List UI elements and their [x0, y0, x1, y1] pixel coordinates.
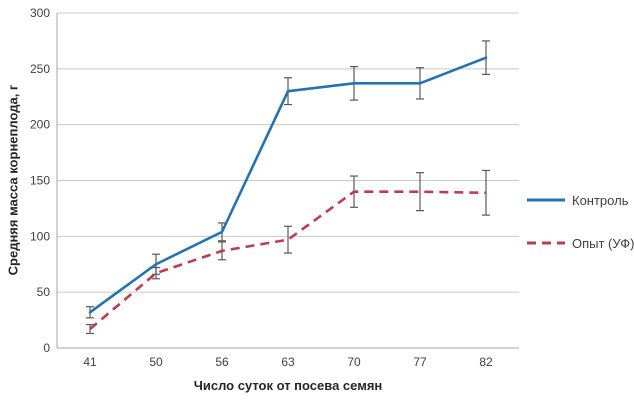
legend-solid-line-icon: [527, 198, 565, 202]
legend-label-experiment: Опыт (УФ): [572, 235, 634, 251]
y-tick-label: 250: [30, 62, 50, 76]
y-tick-label: 50: [37, 285, 51, 299]
x-tick-label: 77: [413, 355, 427, 369]
x-tick-label: 56: [215, 355, 229, 369]
x-tick-label: 63: [281, 355, 295, 369]
series-line-experiment: [89, 190, 487, 331]
y-tick-label: 150: [30, 174, 50, 188]
y-tick-label: 200: [30, 118, 50, 132]
y-tick-label: 300: [30, 6, 50, 20]
legend-item-experiment: Опыт (УФ): [527, 232, 634, 254]
legend-label-control: Контроль: [572, 192, 629, 208]
x-tick-label: 82: [479, 355, 493, 369]
legend-dashed-line-icon: [527, 241, 565, 245]
x-tick-label: 41: [83, 355, 97, 369]
x-tick-label: 70: [347, 355, 361, 369]
x-tick-label: 50: [149, 355, 163, 369]
y-tick-label: 0: [43, 341, 50, 355]
x-axis-title: Число суток от посева семян: [193, 378, 383, 393]
y-axis-title: Средняя масса корнеплода, г: [5, 84, 21, 276]
series-line-control: [88, 56, 488, 314]
legend-item-control: Контроль: [527, 189, 634, 211]
legend: Контроль Опыт (УФ): [527, 189, 634, 275]
y-tick-label: 100: [30, 229, 50, 243]
